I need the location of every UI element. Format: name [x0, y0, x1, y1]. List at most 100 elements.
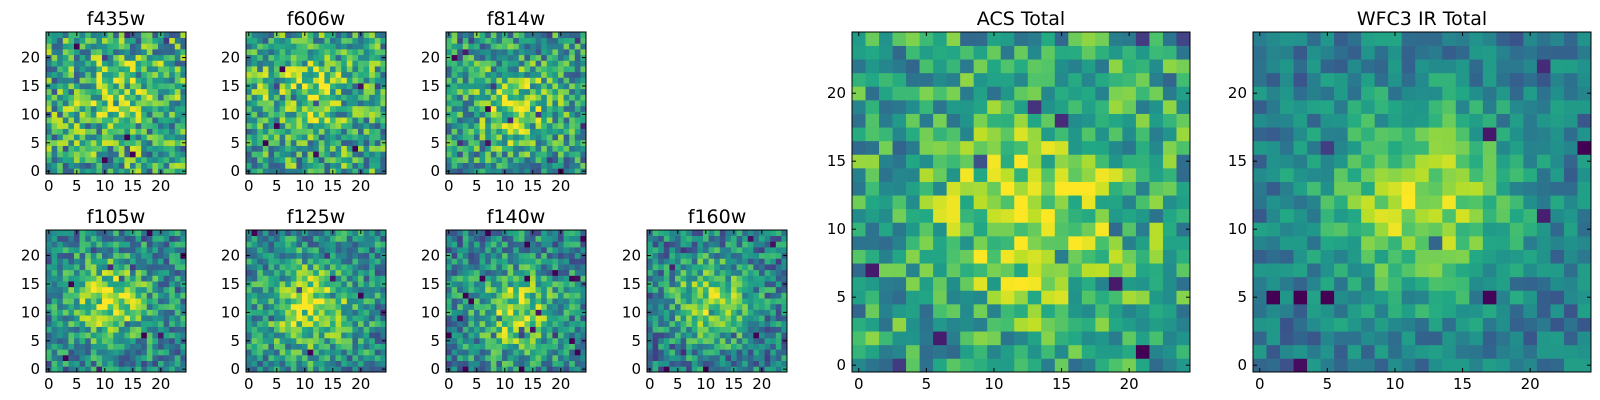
- heatmap-cell: [691, 247, 698, 254]
- heatmap-cell: [341, 100, 348, 107]
- heatmap-cell: [85, 168, 92, 175]
- heatmap-cell: [574, 286, 581, 293]
- heatmap-cell: [906, 222, 920, 237]
- heatmap-cell: [158, 281, 164, 288]
- heatmap-cell: [462, 230, 469, 237]
- heatmap-cell: [1041, 208, 1056, 223]
- heatmap-cell: [541, 139, 548, 146]
- heatmap-cell: [330, 337, 336, 344]
- heatmap-cell: [62, 360, 69, 367]
- heatmap-cell: [507, 275, 514, 282]
- heatmap-cell: [307, 241, 314, 248]
- heatmap-cell: [479, 252, 486, 259]
- heatmap-cell: [1095, 290, 1110, 305]
- heatmap-cell: [1068, 304, 1083, 318]
- heatmap-cell: [169, 32, 176, 39]
- heatmap-cell: [462, 360, 469, 367]
- heatmap-cell: [163, 134, 170, 141]
- heatmap-cell: [535, 60, 542, 67]
- heatmap-cell: [574, 269, 581, 276]
- heatmap-cell: [691, 264, 698, 271]
- heatmap-cell: [296, 360, 303, 367]
- heatmap-cell: [474, 303, 480, 310]
- heatmap-cell: [124, 360, 131, 367]
- heatmap-cell: [163, 230, 170, 237]
- heatmap-cell: [274, 49, 280, 56]
- heatmap-cell: [57, 145, 64, 152]
- heatmap-cell: [90, 275, 97, 282]
- heatmap-cell: [363, 235, 370, 242]
- heatmap-cell: [496, 49, 503, 56]
- heatmap-cell: [513, 111, 520, 118]
- heatmap-cell: [279, 37, 286, 44]
- heatmap-cell: [380, 343, 387, 350]
- heatmap-cell: [502, 145, 508, 152]
- heatmap-cell: [960, 249, 975, 264]
- heatmap-cell: [79, 145, 86, 152]
- heatmap-cell: [490, 354, 497, 361]
- heatmap-cell: [546, 37, 553, 44]
- heatmap-cell: [518, 100, 525, 107]
- heatmap-cell: [307, 337, 314, 344]
- heatmap-cell: [279, 117, 286, 124]
- heatmap-cell: [251, 354, 258, 361]
- heatmap-cell: [74, 258, 80, 265]
- heatmap-cell: [933, 344, 947, 359]
- heatmap-cell: [85, 83, 92, 90]
- heatmap-cell: [496, 366, 503, 373]
- heatmap-cell: [451, 145, 458, 152]
- heatmap-cell: [669, 349, 676, 356]
- heatmap-cell: [96, 145, 103, 152]
- heatmap-cell: [174, 241, 181, 248]
- heatmap-cell: [374, 54, 381, 61]
- heatmap-cell: [490, 128, 497, 135]
- heatmap-cell: [479, 360, 486, 367]
- heatmap-cell: [479, 309, 486, 316]
- heatmap-cell: [973, 263, 988, 278]
- heatmap-cell: [530, 309, 536, 316]
- heatmap-cell: [285, 360, 292, 367]
- heatmap-cell: [457, 128, 464, 135]
- heatmap-cell: [708, 337, 715, 344]
- heatmap-cell: [451, 343, 458, 350]
- heatmap-cell: [146, 241, 153, 248]
- heatmap-cell: [174, 71, 181, 78]
- heatmap-cell: [1176, 249, 1191, 264]
- heatmap-cell: [96, 134, 103, 141]
- heatmap-cell: [146, 128, 153, 135]
- heatmap-cell: [479, 332, 486, 339]
- heatmap-cell: [697, 315, 704, 322]
- x-tick-label: 10: [95, 177, 114, 195]
- heatmap-cell: [141, 258, 148, 265]
- heatmap-cell: [296, 139, 303, 146]
- heatmap-cell: [296, 286, 303, 293]
- heatmap-cell: [296, 60, 303, 67]
- heatmap-cell: [369, 77, 376, 84]
- heatmap-cell: [513, 128, 520, 135]
- heatmap-cell: [174, 258, 181, 265]
- heatmap-cell: [569, 71, 576, 78]
- heatmap-cell: [753, 332, 760, 339]
- heatmap-cell: [669, 320, 676, 327]
- heatmap-cell: [759, 235, 765, 242]
- heatmap-cell: [341, 37, 348, 44]
- heatmap-cell: [90, 105, 97, 112]
- heatmap-cells: [46, 230, 187, 373]
- heatmap-cell: [102, 303, 108, 310]
- heatmap-cell: [118, 269, 125, 276]
- heatmap-cell: [1176, 181, 1191, 196]
- heatmap-cell: [647, 275, 653, 282]
- heatmap-cell: [1176, 222, 1191, 237]
- heatmap-cell: [708, 349, 715, 356]
- heatmap-cell: [490, 156, 497, 163]
- heatmap-cell: [57, 275, 64, 282]
- heatmap-cell: [296, 71, 303, 78]
- heatmap-cell: [703, 337, 709, 344]
- heatmap-cell: [960, 331, 975, 346]
- heatmap-cell: [90, 111, 97, 118]
- heatmap-cell: [742, 275, 749, 282]
- heatmap-cell: [753, 320, 760, 327]
- heatmap-cell: [262, 247, 269, 254]
- heatmap-cell: [474, 332, 480, 339]
- heatmap-cell: [341, 298, 348, 305]
